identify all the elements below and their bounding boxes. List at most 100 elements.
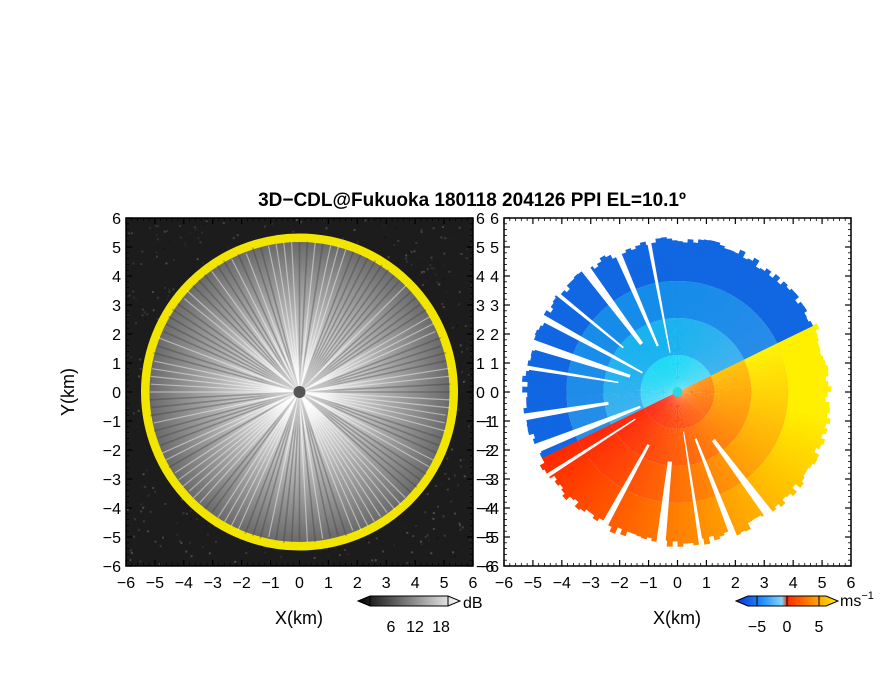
y-tick-label: 5 <box>112 240 121 257</box>
noise-speckle <box>470 244 473 247</box>
noise-speckle <box>435 262 438 265</box>
velocity-cell <box>604 376 642 386</box>
velocity-cell <box>657 427 669 464</box>
velocity-cell <box>679 281 686 319</box>
velocity-cell <box>722 304 749 336</box>
velocity-cell <box>607 490 630 528</box>
velocity-cell <box>618 454 641 489</box>
velocity-cell <box>622 340 651 368</box>
velocity-cell <box>677 355 681 392</box>
noise-speckle <box>145 469 148 472</box>
velocity-cell <box>566 281 601 316</box>
velocity-cell <box>771 312 807 337</box>
noise-speckle <box>419 540 422 543</box>
velocity-cell <box>650 283 663 321</box>
velocity-cell <box>662 392 678 427</box>
velocity-cell <box>592 439 623 467</box>
velocity-cell <box>639 286 655 323</box>
velocity-cell <box>677 392 694 426</box>
velocity-cell <box>713 398 751 408</box>
noise-speckle <box>467 500 470 503</box>
velocity-cell <box>748 474 779 508</box>
velocity-cell <box>628 290 648 326</box>
velocity-cell <box>677 392 714 403</box>
velocity-cell <box>643 462 658 499</box>
noise-speckle <box>467 373 470 376</box>
velocity-cell <box>714 295 737 330</box>
noise-speckle <box>126 538 128 541</box>
velocity-cell <box>538 325 578 348</box>
velocity-cell <box>677 373 711 392</box>
velocity-cell <box>769 450 807 477</box>
velocity-cell <box>699 332 724 363</box>
noise-speckle <box>133 296 136 299</box>
velocity-cell <box>682 281 690 319</box>
noise-speckle <box>180 541 183 544</box>
velocity-cell <box>638 423 660 457</box>
noise-speckle <box>395 226 398 229</box>
velocity-cell <box>720 302 746 334</box>
x-tick-label: 1 <box>702 575 711 592</box>
velocity-cell <box>609 407 645 425</box>
y-tick-label-right: 0 <box>476 385 485 402</box>
velocity-cell <box>597 312 627 341</box>
x-tick-label: 2 <box>353 575 362 592</box>
noise-speckle <box>344 549 346 551</box>
velocity-cell <box>648 392 678 416</box>
velocity-gap <box>519 401 609 422</box>
velocity-cell <box>542 321 580 344</box>
velocity-cell <box>666 502 674 547</box>
noise-speckle <box>193 226 196 229</box>
velocity-cell <box>705 344 736 370</box>
velocity-cell <box>677 376 712 392</box>
velocity-cell <box>539 444 582 471</box>
velocity-cell <box>644 392 678 410</box>
noise-speckle <box>410 251 413 254</box>
noise-speckle <box>164 281 167 284</box>
velocity-cell <box>685 281 693 319</box>
velocity-cell <box>663 392 678 427</box>
velocity-cell <box>602 307 630 338</box>
velocity-cell <box>728 443 758 472</box>
noise-speckle <box>453 474 456 477</box>
noise-speckle <box>466 288 469 291</box>
velocity-cell <box>661 281 670 319</box>
velocity-cell <box>664 318 673 356</box>
velocity-cell <box>552 297 590 328</box>
velocity-cell <box>714 394 752 400</box>
velocity-cell <box>708 352 742 374</box>
velocity-cell <box>603 389 641 393</box>
velocity-cell <box>539 437 578 459</box>
y-tick-label: 0 <box>490 385 499 402</box>
x-tick-label: 3 <box>382 575 391 592</box>
velocity-cell <box>718 299 743 333</box>
velocity-cell <box>754 468 787 501</box>
velocity-cell <box>712 368 749 382</box>
velocity-cell <box>605 371 642 384</box>
velocity-cell <box>606 448 633 480</box>
noise-speckle <box>335 547 338 550</box>
velocity-cell <box>662 428 672 465</box>
noise-speckle <box>465 511 468 514</box>
velocity-cell <box>603 447 631 478</box>
noise-speckle <box>156 296 159 299</box>
velocity-cell <box>677 355 682 392</box>
velocity-cell <box>619 344 650 370</box>
velocity-cell <box>594 314 625 343</box>
velocity-cell <box>704 340 733 368</box>
velocity-x-axis-label: X(km) <box>653 608 701 628</box>
velocity-gap <box>655 461 672 552</box>
noise-speckle <box>132 412 135 415</box>
velocity-cell <box>735 435 768 461</box>
noise-speckle <box>422 271 425 274</box>
velocity-cell <box>714 384 752 390</box>
velocity-cell <box>787 370 829 381</box>
velocity-cell <box>677 357 692 392</box>
velocity-cell <box>697 462 713 499</box>
velocity-cell <box>645 372 678 392</box>
velocity-cell <box>587 435 620 461</box>
velocity-cell <box>700 420 726 451</box>
velocity-cell <box>719 493 742 536</box>
noise-speckle <box>132 290 135 293</box>
velocity-cell <box>585 433 618 458</box>
